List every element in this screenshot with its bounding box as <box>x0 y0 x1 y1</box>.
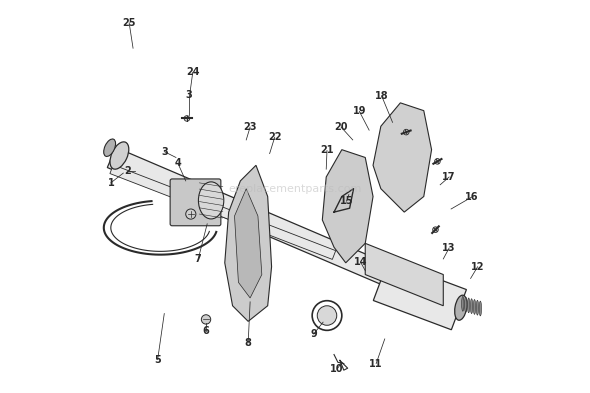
Circle shape <box>184 116 190 121</box>
Polygon shape <box>373 260 467 330</box>
Text: 5: 5 <box>154 354 161 365</box>
Text: 12: 12 <box>471 262 484 272</box>
Text: 10: 10 <box>330 364 344 374</box>
Text: 2: 2 <box>124 166 132 176</box>
Polygon shape <box>373 103 431 212</box>
Ellipse shape <box>470 299 473 314</box>
Polygon shape <box>322 150 373 263</box>
Text: 6: 6 <box>202 326 209 336</box>
Ellipse shape <box>104 139 116 156</box>
Circle shape <box>435 158 440 164</box>
Text: 21: 21 <box>320 145 334 156</box>
Text: 3: 3 <box>185 90 192 100</box>
Text: 25: 25 <box>122 18 136 28</box>
Circle shape <box>404 129 409 135</box>
Text: 22: 22 <box>268 132 281 142</box>
Ellipse shape <box>461 296 464 311</box>
Ellipse shape <box>455 295 467 320</box>
Text: 11: 11 <box>369 358 383 369</box>
Text: 1: 1 <box>107 178 114 188</box>
Ellipse shape <box>198 182 224 219</box>
Text: 8: 8 <box>245 338 251 348</box>
Text: 13: 13 <box>442 243 456 253</box>
Text: 14: 14 <box>354 257 368 267</box>
Polygon shape <box>365 243 443 306</box>
Text: 4: 4 <box>175 158 181 168</box>
Text: 19: 19 <box>353 107 366 116</box>
Text: 9: 9 <box>310 329 317 339</box>
Circle shape <box>186 209 196 219</box>
Text: 20: 20 <box>335 122 348 132</box>
Text: 16: 16 <box>465 192 478 202</box>
Text: 15: 15 <box>340 196 353 206</box>
Circle shape <box>201 315 211 324</box>
Ellipse shape <box>473 299 476 314</box>
Polygon shape <box>110 165 336 259</box>
Polygon shape <box>234 189 262 298</box>
Polygon shape <box>225 165 271 321</box>
Text: ereplacementparts.com: ereplacementparts.com <box>228 184 362 194</box>
Text: 17: 17 <box>442 172 456 182</box>
Text: 7: 7 <box>195 254 202 264</box>
FancyBboxPatch shape <box>170 179 221 226</box>
Ellipse shape <box>110 142 129 169</box>
Ellipse shape <box>479 301 481 316</box>
Ellipse shape <box>467 298 470 313</box>
Circle shape <box>317 306 337 325</box>
Ellipse shape <box>476 300 478 315</box>
Ellipse shape <box>464 297 467 312</box>
Text: 23: 23 <box>243 122 257 132</box>
Text: 18: 18 <box>375 91 388 101</box>
Text: 3: 3 <box>161 147 168 157</box>
Circle shape <box>432 227 438 233</box>
Text: 24: 24 <box>186 68 199 77</box>
Polygon shape <box>107 147 463 316</box>
